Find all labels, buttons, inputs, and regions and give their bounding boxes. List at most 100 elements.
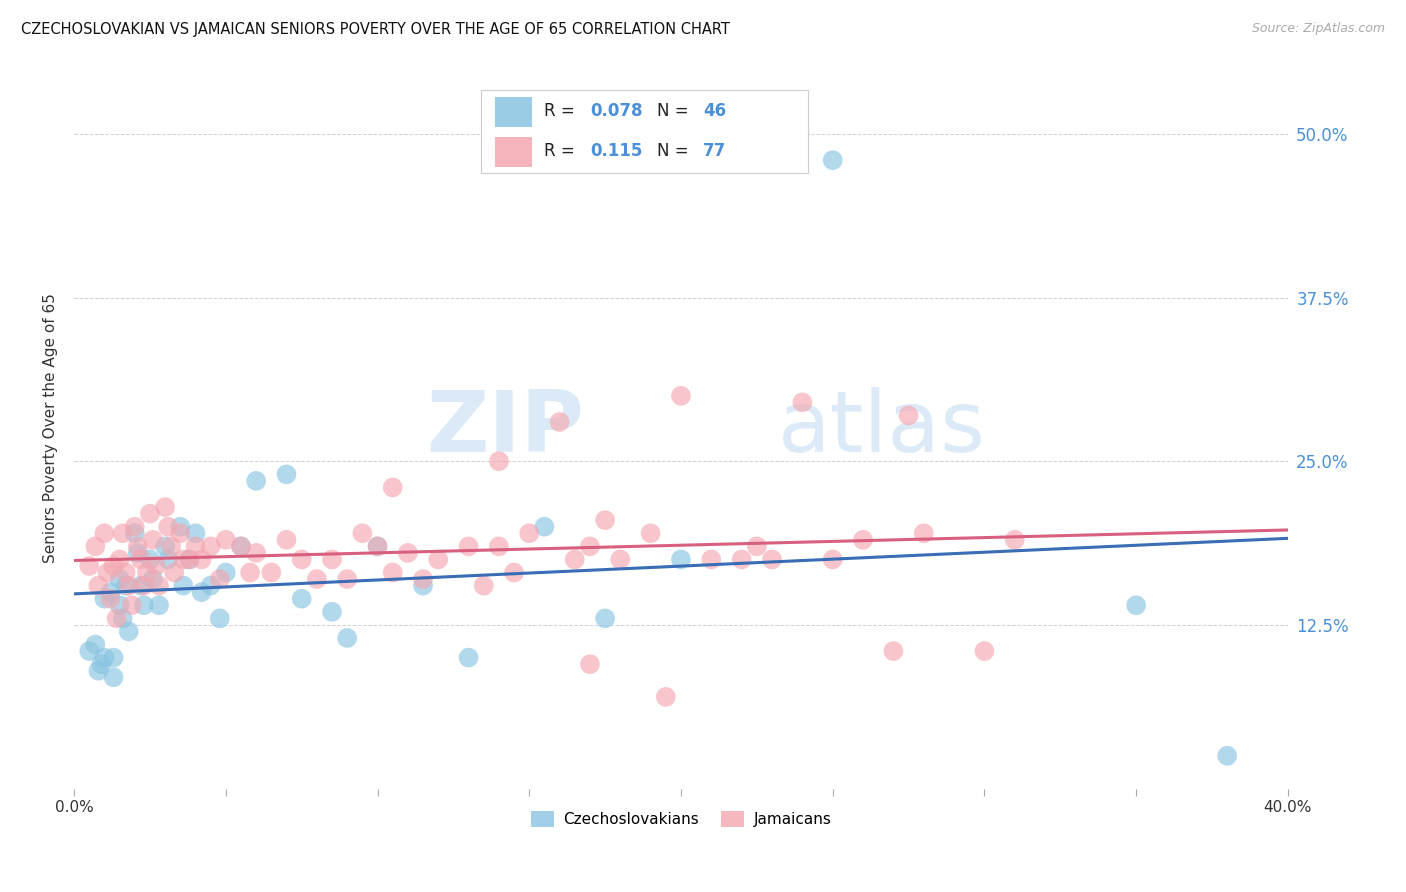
- Point: [160, 539, 183, 553]
- Point: [912, 526, 935, 541]
- Point: [593, 611, 616, 625]
- Point: [579, 539, 602, 553]
- Point: [457, 650, 479, 665]
- FancyBboxPatch shape: [481, 90, 808, 173]
- Point: [190, 585, 212, 599]
- Point: [215, 566, 238, 580]
- Text: R =: R =: [544, 142, 585, 160]
- Point: [108, 572, 131, 586]
- Point: [1004, 533, 1026, 547]
- Point: [111, 611, 134, 625]
- Point: [169, 519, 191, 533]
- Point: [852, 533, 875, 547]
- Point: [352, 526, 374, 541]
- Point: [90, 657, 112, 672]
- Point: [291, 591, 314, 606]
- Point: [396, 546, 419, 560]
- Point: [96, 566, 118, 580]
- Text: 0.115: 0.115: [591, 142, 643, 160]
- Point: [179, 552, 201, 566]
- Point: [100, 585, 122, 599]
- Point: [412, 572, 434, 586]
- Point: [973, 644, 995, 658]
- Point: [472, 579, 495, 593]
- Text: R =: R =: [544, 102, 579, 120]
- Point: [93, 591, 115, 606]
- Point: [821, 153, 844, 168]
- Point: [731, 552, 754, 566]
- Point: [153, 539, 176, 553]
- Point: [260, 566, 283, 580]
- Point: [564, 552, 586, 566]
- Point: [105, 611, 128, 625]
- Point: [609, 552, 631, 566]
- Point: [1216, 748, 1239, 763]
- Point: [142, 533, 165, 547]
- Bar: [495, 136, 531, 167]
- Point: [172, 579, 194, 593]
- Bar: [495, 97, 531, 128]
- Point: [245, 546, 267, 560]
- Point: [93, 526, 115, 541]
- Point: [640, 526, 662, 541]
- Text: N =: N =: [657, 142, 693, 160]
- Point: [381, 566, 404, 580]
- Point: [118, 579, 141, 593]
- Point: [190, 552, 212, 566]
- Point: [321, 552, 343, 566]
- Point: [291, 552, 314, 566]
- Point: [655, 690, 678, 704]
- Point: [127, 539, 149, 553]
- Point: [100, 591, 122, 606]
- Point: [745, 539, 768, 553]
- Text: 0.078: 0.078: [591, 102, 643, 120]
- Text: ZIP: ZIP: [426, 387, 583, 470]
- Point: [245, 474, 267, 488]
- Point: [208, 611, 231, 625]
- Point: [148, 579, 170, 593]
- Point: [200, 579, 222, 593]
- Text: Source: ZipAtlas.com: Source: ZipAtlas.com: [1251, 22, 1385, 36]
- Point: [215, 533, 238, 547]
- Text: CZECHOSLOVAKIAN VS JAMAICAN SENIORS POVERTY OVER THE AGE OF 65 CORRELATION CHART: CZECHOSLOVAKIAN VS JAMAICAN SENIORS POVE…: [21, 22, 730, 37]
- Legend: Czechoslovakians, Jamaicans: Czechoslovakians, Jamaicans: [523, 804, 839, 835]
- Point: [488, 539, 510, 553]
- Point: [184, 539, 207, 553]
- Point: [412, 579, 434, 593]
- Point: [381, 480, 404, 494]
- Point: [336, 631, 359, 645]
- Point: [700, 552, 723, 566]
- Point: [792, 395, 814, 409]
- Point: [427, 552, 450, 566]
- Text: 77: 77: [703, 142, 725, 160]
- Point: [77, 559, 100, 574]
- Point: [142, 572, 165, 586]
- Point: [87, 664, 110, 678]
- Point: [517, 526, 540, 541]
- Point: [821, 552, 844, 566]
- Point: [208, 572, 231, 586]
- Point: [103, 559, 125, 574]
- Text: 46: 46: [703, 102, 725, 120]
- Y-axis label: Seniors Poverty Over the Age of 65: Seniors Poverty Over the Age of 65: [44, 293, 58, 564]
- Point: [121, 599, 143, 613]
- Point: [139, 552, 162, 566]
- Point: [179, 552, 201, 566]
- Point: [367, 539, 389, 553]
- Point: [163, 566, 186, 580]
- Point: [457, 539, 479, 553]
- Point: [761, 552, 783, 566]
- Point: [897, 409, 920, 423]
- Point: [84, 638, 107, 652]
- Point: [882, 644, 904, 658]
- Point: [132, 579, 155, 593]
- Point: [132, 599, 155, 613]
- Point: [172, 552, 194, 566]
- Point: [108, 552, 131, 566]
- Point: [533, 519, 555, 533]
- Point: [124, 519, 146, 533]
- Point: [153, 500, 176, 514]
- Point: [169, 526, 191, 541]
- Point: [157, 519, 180, 533]
- Point: [135, 566, 157, 580]
